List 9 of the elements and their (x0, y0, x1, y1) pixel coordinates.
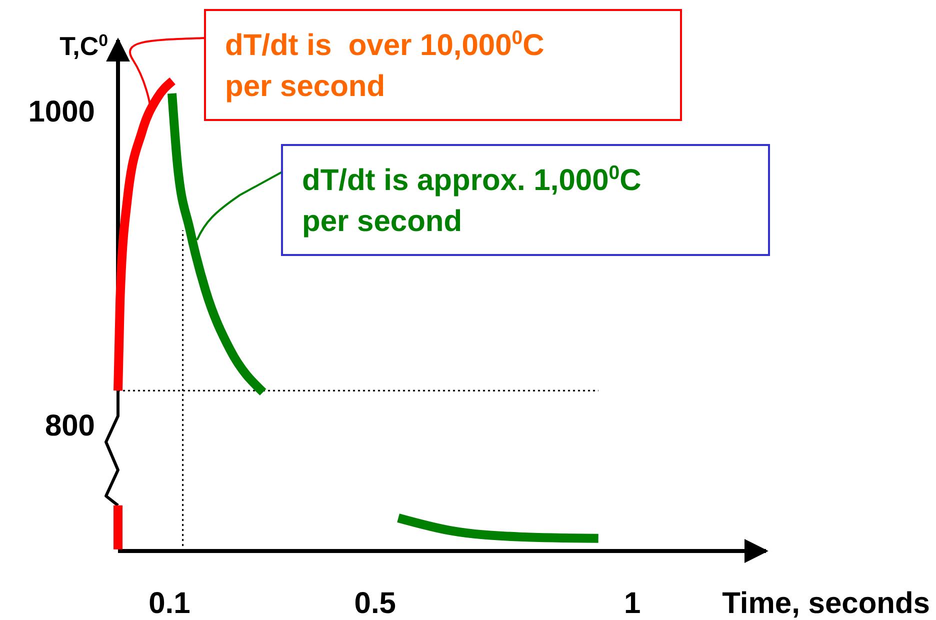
x-tick-label: 1 (624, 587, 641, 620)
x-axis-title: Time, seconds (722, 587, 930, 620)
text: dT/dt is approx. 1,000$^{0}$C per second (302, 162, 642, 238)
y-tick-label: 1000 (28, 95, 95, 128)
x-tick-label: 0.1 (148, 587, 190, 620)
y-axis-title: T,C$^{0}$ (60, 30, 108, 61)
x-tick-label: 0.5 (354, 587, 396, 620)
y-tick-label: 800 (44, 410, 95, 443)
text: dT/dt is over 10,000$^{0}$C per second (225, 27, 544, 103)
